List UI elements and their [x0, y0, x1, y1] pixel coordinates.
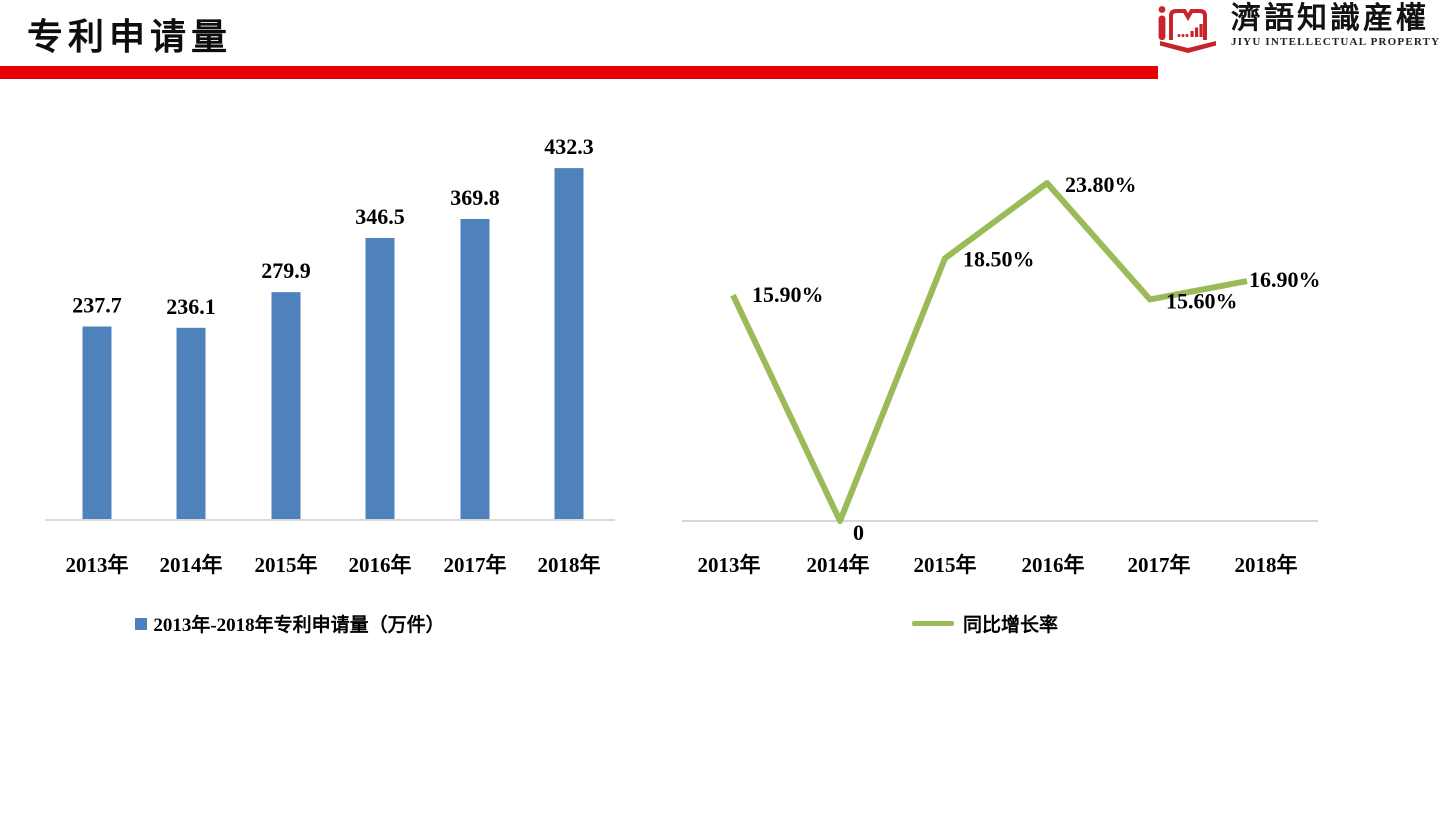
line-chart-legend: 同比增长率	[670, 610, 1300, 637]
line-legend-swatch-icon	[911, 621, 954, 626]
x-axis-label: 2014年	[807, 553, 870, 577]
bar-2014年	[176, 327, 206, 520]
logo: 濟語知識産權 JIYU INTELLECTUAL PROPERTY	[1150, 2, 1450, 58]
x-axis-label: 2015年	[914, 553, 977, 577]
bar-2016年	[365, 237, 395, 520]
point-value-label: 16.90%	[1249, 267, 1321, 292]
x-axis-label: 2014年	[160, 553, 223, 577]
bar-value-label: 369.8	[450, 185, 500, 210]
x-axis-label: 2015年	[255, 553, 318, 577]
bar-value-label: 237.7	[72, 293, 122, 318]
point-value-label: 15.60%	[1166, 288, 1238, 313]
bar-2015年	[271, 292, 301, 520]
bar-value-label: 346.5	[355, 204, 405, 229]
logo-text: 濟語知識産權 JIYU INTELLECTUAL PROPERTY	[1231, 2, 1440, 49]
open-book-chart-icon	[1158, 6, 1216, 53]
bar-chart-canvas: 237.7 2013年 236.1 2014年 279.9 2015年 346.5 2016年…	[45, 134, 615, 577]
x-axis-label: 2016年	[1022, 553, 1085, 577]
bar-value-label: 236.1	[166, 294, 216, 319]
x-axis-label: 2018年	[1235, 553, 1298, 577]
x-axis-label: 2018年	[538, 553, 601, 577]
x-axis-label: 2016年	[349, 553, 412, 577]
point-value-label: 23.80%	[1065, 172, 1137, 197]
x-axis-label: 2017年	[1128, 553, 1191, 577]
bar-chart: 237.7 2013年 236.1 2014年 279.9 2015年 346.5 2016年…	[40, 120, 640, 650]
line-chart-legend-label: 同比增长率	[962, 615, 1058, 636]
x-axis-label: 2017年	[444, 553, 507, 577]
line-chart: 15.90% 2013年 0 2014年 18.50% 2015年 23.80% 2016年 1…	[670, 120, 1380, 650]
bar-value-label: 279.9	[261, 258, 311, 283]
point-value-label: 18.50%	[963, 246, 1035, 271]
bar-value-label: 432.3	[544, 134, 594, 159]
line-chart-canvas: 15.90% 2013年 0 2014年 18.50% 2015年 23.80% 2016年 1…	[682, 172, 1321, 577]
bar-chart-legend-label: 2013年-2018年专利申请量（万件）	[153, 615, 445, 636]
page-title: 专利申请量	[27, 17, 233, 57]
title-underline	[0, 66, 1158, 79]
bar-chart-legend: 2013年-2018年专利申请量（万件）	[40, 610, 540, 637]
growth-line	[730, 180, 1248, 524]
bar-2017年	[460, 218, 490, 521]
logo-icon-shapes	[1158, 6, 1216, 53]
x-axis-label: 2013年	[66, 553, 129, 577]
logo-name-en: JIYU INTELLECTUAL PROPERTY	[1231, 36, 1441, 48]
bar-legend-swatch-icon	[135, 617, 148, 630]
x-axis-label: 2013年	[698, 553, 761, 577]
logo-name-cn: 濟語知識産權	[1231, 2, 1429, 35]
point-value-label: 15.90%	[752, 282, 824, 307]
point-value-label: 0	[853, 520, 864, 545]
bar-2018年	[554, 168, 584, 521]
bar-2013年	[82, 326, 112, 520]
